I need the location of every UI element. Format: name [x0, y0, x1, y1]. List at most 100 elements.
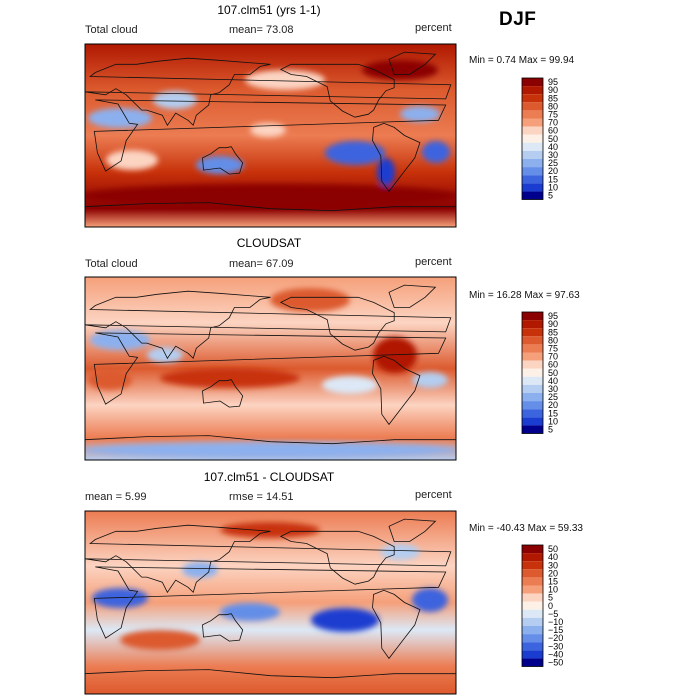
panel-1-minmax: Min = 0.74 Max = 99.94	[469, 55, 575, 66]
colorbar-swatch	[522, 312, 543, 321]
colorbar-swatch	[522, 134, 543, 143]
colorbar-swatch	[522, 553, 543, 562]
colorbar-swatch	[522, 142, 543, 151]
coastline	[85, 290, 452, 360]
colorbar-tick-label: 30	[548, 560, 558, 570]
season-label: DJF	[499, 9, 537, 30]
colorbar-tick-label: 20	[548, 166, 558, 176]
colorbar-swatch	[522, 593, 543, 602]
panel-3-rmse-label: rmse = 14.51	[229, 491, 294, 503]
coastline	[85, 435, 456, 445]
colorbar-swatch	[522, 585, 543, 594]
panel-1-map	[85, 44, 456, 227]
colorbar-swatch	[522, 167, 543, 176]
panel-3-title: 107.clm51 - CLOUDSAT	[203, 470, 335, 484]
colorbar-swatch	[522, 617, 543, 626]
colorbar-swatch	[522, 344, 543, 353]
colorbar-tick-label: 15	[548, 577, 558, 587]
colorbar-swatch	[522, 626, 543, 635]
panel-3-mean-label: mean = 5.99	[85, 491, 147, 503]
coastline	[85, 57, 452, 127]
colorbar-tick-label: 20	[548, 400, 558, 410]
coastline	[388, 284, 437, 308]
panel-2-units-label: percent	[415, 256, 452, 268]
colorbar-outline	[521, 77, 544, 200]
colorbar-swatch	[522, 320, 543, 329]
colorbar-tick-label: 25	[548, 392, 558, 402]
colorbar-swatch	[522, 393, 543, 402]
panel-2-field-label: Total cloud	[85, 258, 138, 270]
colorbar-tick-label: 20	[548, 568, 558, 578]
colorbar-tick-label: 60	[548, 126, 558, 136]
colorbar-swatch	[522, 360, 543, 369]
colorbar-swatch	[522, 175, 543, 184]
panel-2-map	[85, 277, 456, 460]
colorbar-swatch	[522, 352, 543, 361]
coastline	[372, 589, 421, 660]
colorbar-swatch	[522, 425, 543, 434]
colorbar-tick-label: 90	[548, 319, 558, 329]
panel-1-frame	[84, 43, 457, 228]
colorbar-tick-label: 10	[548, 416, 558, 426]
colorbar-tick-label: 85	[548, 93, 558, 103]
colorbar-swatch	[522, 368, 543, 377]
colorbar-tick-label: 95	[548, 77, 558, 87]
coastline	[202, 379, 244, 408]
colorbar-tick-label: 40	[548, 376, 558, 386]
panel-1-units-label: percent	[415, 22, 452, 34]
coastline	[279, 63, 395, 118]
colorbar-tick-label: 60	[548, 360, 558, 370]
colorbar-swatch	[522, 94, 543, 103]
colorbar-swatch	[522, 658, 543, 667]
colorbar-tick-label: −30	[548, 641, 563, 651]
colorbar-swatch	[522, 183, 543, 192]
panel-2-mean-label: mean= 67.09	[229, 258, 294, 270]
colorbar-tick-label: 50	[548, 544, 558, 554]
colorbar-tick-label: 25	[548, 158, 558, 168]
colorbar-swatch	[522, 150, 543, 159]
colorbar-tick-label: 70	[548, 352, 558, 362]
colorbar-swatch	[522, 126, 543, 135]
colorbar-tick-label: 70	[548, 118, 558, 128]
coastline	[372, 355, 421, 426]
panel-1-title: 107.clm51 (yrs 1-1)	[217, 3, 321, 17]
coastline	[93, 332, 447, 405]
colorbar-tick-label: 5	[548, 425, 553, 435]
colorbar-swatch	[522, 417, 543, 426]
coastline	[93, 99, 447, 172]
colorbar-tick-label: 30	[548, 384, 558, 394]
panel-3-minmax: Min = -40.43 Max = 59.33	[469, 523, 583, 534]
colorbar-tick-label: 50	[548, 368, 558, 378]
panel-1-coastlines	[85, 51, 456, 212]
colorbar-swatch	[522, 191, 543, 200]
colorbar-swatch	[522, 118, 543, 127]
colorbar-tick-label: 40	[548, 142, 558, 152]
panel-2-title: CLOUDSAT	[236, 236, 302, 250]
colorbar-tick-label: 75	[548, 344, 558, 354]
colorbar-swatch	[522, 409, 543, 418]
coastline	[85, 669, 456, 679]
coastline	[372, 122, 421, 193]
colorbar-swatch	[522, 642, 543, 651]
panel-1-field-label: Total cloud	[85, 24, 138, 36]
coastline	[388, 518, 437, 542]
colorbar-swatch	[522, 102, 543, 111]
colorbar-swatch	[522, 401, 543, 410]
colorbar-tick-label: −5	[548, 609, 558, 619]
coastline	[279, 530, 395, 585]
colorbar-tick-label: 75	[548, 110, 558, 120]
colorbar-swatch	[522, 577, 543, 586]
colorbar-swatch	[522, 561, 543, 570]
colorbar-tick-label: 90	[548, 85, 558, 95]
colorbar-tick-label: 30	[548, 150, 558, 160]
colorbar-outline	[521, 544, 544, 667]
colorbar-swatch	[522, 159, 543, 168]
panel-3-coastlines	[85, 518, 456, 679]
colorbar-tick-label: −15	[548, 625, 563, 635]
colorbar-swatch	[522, 384, 543, 393]
panel-2-coastlines	[85, 284, 456, 445]
panel-2-frame	[84, 276, 457, 461]
